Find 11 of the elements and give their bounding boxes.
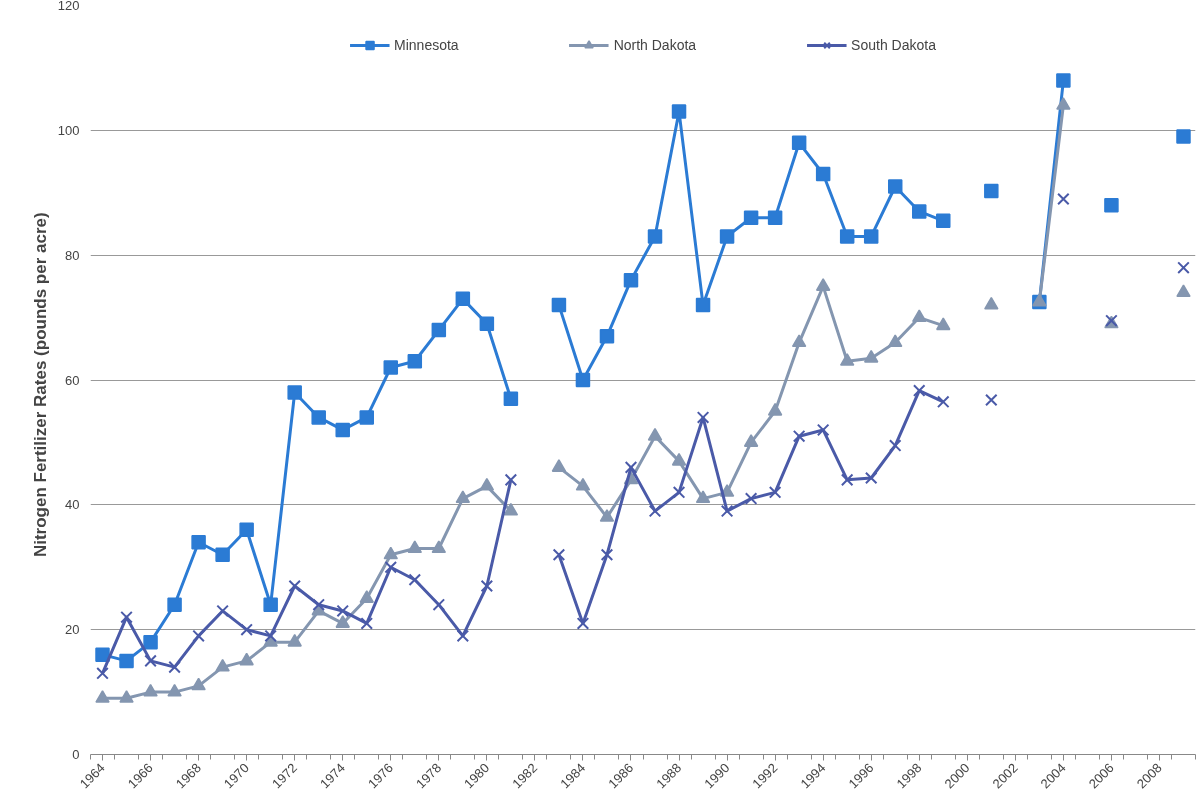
- y-tick-label: 100: [57, 122, 80, 138]
- y-tick-label: 20: [65, 622, 80, 638]
- legend-label: South Dakota: [851, 37, 936, 53]
- y-tick-label: 40: [65, 497, 80, 513]
- y-tick-label: 60: [65, 372, 80, 388]
- y-axis-title: Nitrogen Fertilizer Rates (pounds per acre): [30, 212, 50, 558]
- legend-label: North Dakota: [613, 37, 697, 53]
- y-tick-label: 120: [57, 0, 80, 13]
- y-tick-label: 80: [65, 247, 80, 263]
- y-tick-label: 0: [72, 747, 80, 762]
- legend-label: Minnesota: [394, 37, 459, 53]
